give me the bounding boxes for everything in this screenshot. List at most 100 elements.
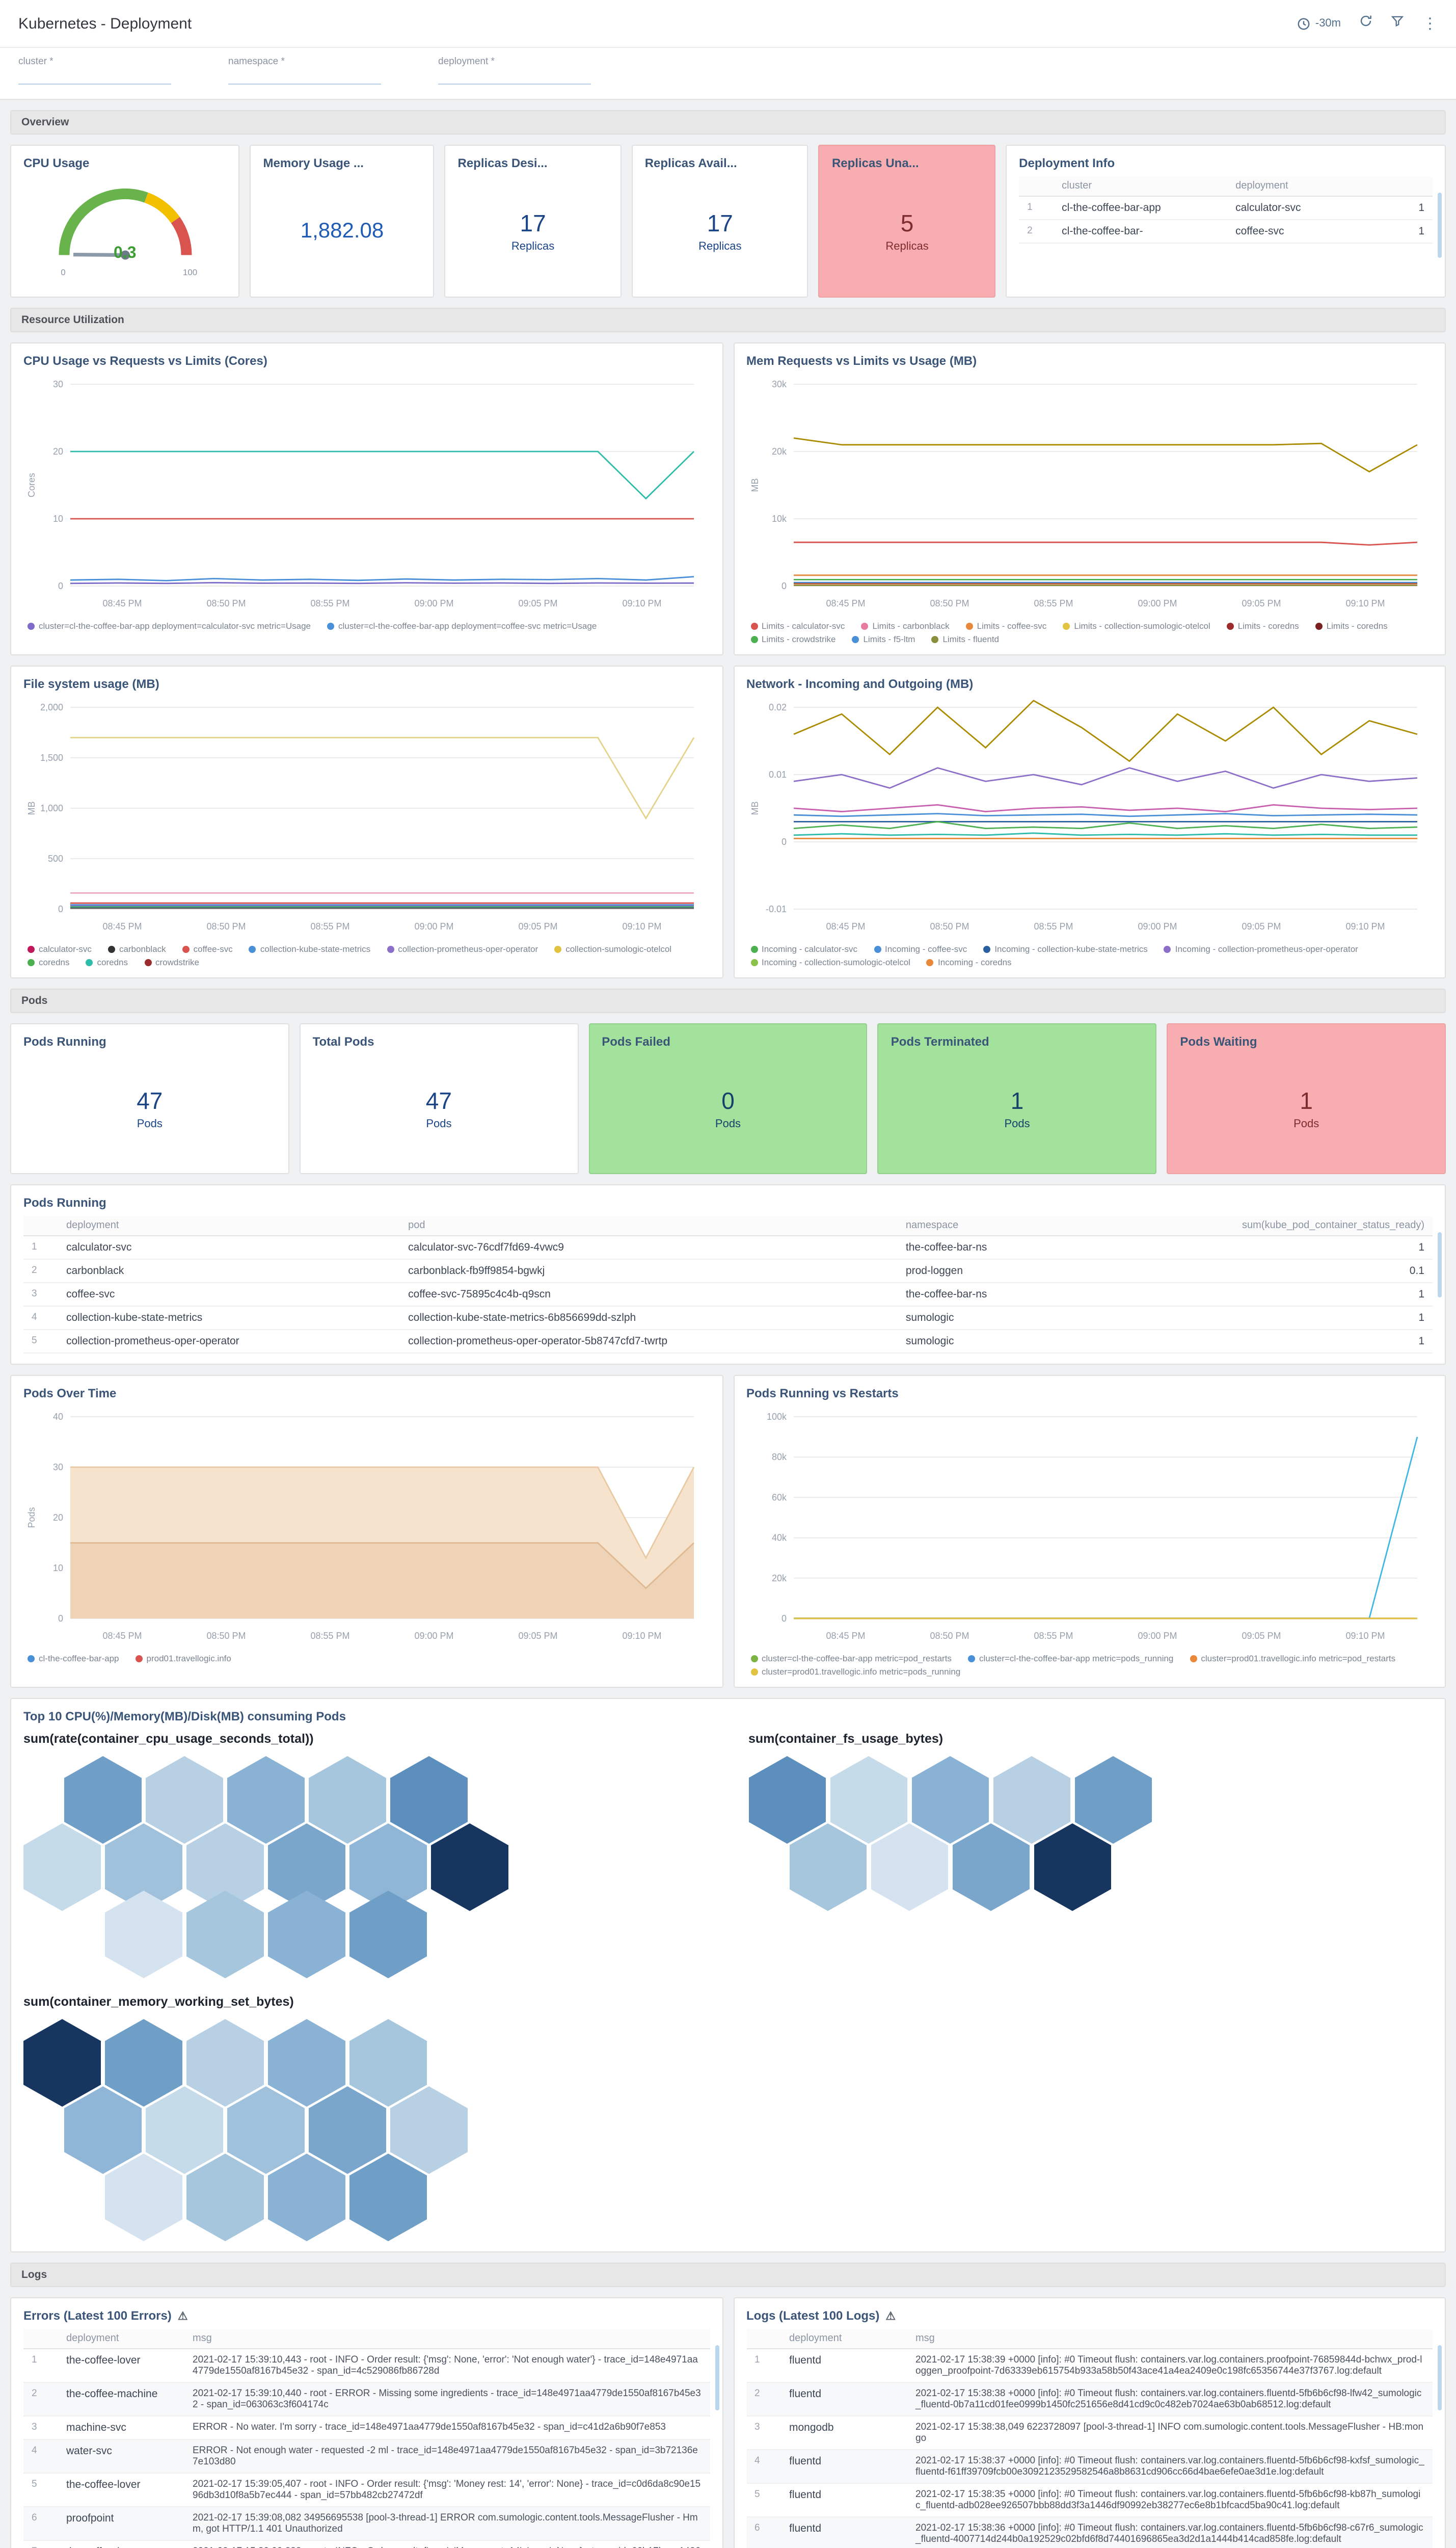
hexagon-cell[interactable] (268, 2154, 345, 2241)
hexagon-cell[interactable] (64, 1756, 142, 1844)
hexagon-cell[interactable] (186, 1891, 264, 1978)
table-row[interactable]: 3 machine-svc ERROR - No water. I'm sorry … (23, 2416, 710, 2440)
table-row[interactable]: 4 fluentd 2021-02-17 15:38:37 +0000 [info]… (746, 2450, 1433, 2484)
hexagon-cell[interactable] (268, 1891, 345, 1978)
legend-item[interactable]: Limits - f5-ltm (852, 634, 915, 644)
table-row[interactable]: 3 mongodb 2021-02-17 15:38:38,049 62237280… (746, 2416, 1433, 2450)
kebab-menu-icon[interactable]: ⋮ (1422, 15, 1438, 32)
scrollbar[interactable] (1438, 193, 1442, 258)
deployment-filter-input[interactable]: deployment * (438, 56, 591, 85)
hexagon-cell[interactable] (911, 1756, 989, 1844)
legend-item[interactable]: Limits - carbonblack (861, 621, 950, 631)
legend-item[interactable]: coffee-svc (182, 944, 233, 954)
hexagon-cell[interactable] (146, 1756, 223, 1844)
hexagon-cell[interactable] (105, 2154, 182, 2241)
cpu-gauge[interactable]: 0.3 0 100 (48, 178, 201, 277)
legend-item[interactable]: carbonblack (107, 944, 166, 954)
table-row[interactable]: 1 calculator-svc calculator-svc-76cdf7fd69… (23, 1236, 1433, 1260)
cpu-honeycomb[interactable] (23, 1756, 708, 1978)
pods-restarts-chart[interactable]: 0 20k 40k 60k 80k 100k 08:45 PM 08:50 PM 08:55 P… (746, 1406, 1433, 1647)
pods-running-table[interactable]: deployment pod namespace sum(kube_pod_conta… (23, 1216, 1433, 1353)
table-row[interactable]: 4 collection-kube-state-metrics collection… (23, 1306, 1433, 1330)
table-row[interactable]: 3 coffee-svc coffee-svc-75895c4c4b-q9scn th… (23, 1283, 1433, 1307)
network-line-chart[interactable]: -0.01 0 0.01 0.02 08:45 PM 08:50 PM 08:55 PM 09… (746, 697, 1433, 938)
table-row[interactable]: 2 the-coffee-machine 2021-02-17 15:39:10,4… (23, 2382, 710, 2417)
legend-item[interactable]: cluster=prod01.travellogic.info metric=p… (1190, 1653, 1395, 1663)
legend-item[interactable]: collection-prometheus-oper-operator (387, 944, 538, 954)
legend-item[interactable]: Incoming - calculator-svc (750, 944, 857, 954)
filesystem-line-chart[interactable]: 0 500 1,000 1,500 2,000 08:45 PM 08:50 PM 08:55… (23, 697, 710, 938)
legend-item[interactable]: crowdstrike (144, 957, 199, 967)
legend-item[interactable]: Incoming - coredns (926, 957, 1012, 967)
fs-honeycomb[interactable] (748, 1756, 1433, 1911)
hexagon-cell[interactable] (349, 1891, 427, 1978)
mem-line-chart[interactable]: 0 10k 20k 30k 08:45 PM 08:50 PM 08:55 PM 09:00 … (746, 374, 1433, 615)
table-row[interactable]: 6 fluentd 2021-02-17 15:38:36 +0000 [info]… (746, 2517, 1433, 2548)
legend-item[interactable]: Limits - calculator-svc (750, 621, 845, 631)
time-range-control[interactable]: -30m (1297, 17, 1341, 30)
hexagon-cell[interactable] (1034, 1823, 1111, 1911)
table-row[interactable]: 6 proofpoint 2021-02-17 15:39:08,082 34956… (23, 2507, 710, 2541)
table-row[interactable]: 1 fluentd 2021-02-17 15:38:39 +0000 [info]… (746, 2349, 1433, 2383)
legend-item[interactable]: Limits - collection-sumologic-otelcol (1063, 621, 1210, 631)
hexagon-cell[interactable] (349, 2154, 427, 2241)
hexagon-cell[interactable] (993, 1756, 1070, 1844)
cluster-filter-input[interactable]: cluster * (18, 56, 171, 85)
legend-item[interactable]: cl-the-coffee-bar-app (28, 1653, 119, 1663)
memory-honeycomb[interactable] (23, 2019, 708, 2241)
legend-item[interactable]: cluster=cl-the-coffee-bar-app metric=pod… (750, 1653, 952, 1663)
deployment-info-table[interactable]: cluster deployment 1 cl-the-coffee-bar-app c… (1019, 176, 1433, 244)
table-row[interactable]: 2 cl-the-coffee-bar-coffee-svc 1 (1019, 220, 1433, 244)
logs-table[interactable]: deployment msg 1 fluentd 2021-02-17 15:38:39… (746, 2329, 1433, 2548)
scrollbar[interactable] (1438, 2345, 1442, 2410)
table-row[interactable]: 4 water-svc ERROR - Not enough water - req… (23, 2439, 710, 2474)
hexagon-cell[interactable] (390, 1756, 468, 1844)
table-row[interactable]: 5 fluentd 2021-02-17 15:38:35 +0000 [info]… (746, 2483, 1433, 2517)
legend-item[interactable]: Limits - coffee-svc (965, 621, 1046, 631)
legend-item[interactable]: collection-sumologic-otelcol (554, 944, 671, 954)
table-row[interactable]: 1 the-coffee-lover 2021-02-17 15:39:10,443… (23, 2349, 710, 2383)
hexagon-cell[interactable] (431, 1823, 508, 1911)
table-row[interactable]: 1 cl-the-coffee-bar-app calculator-svc 1 (1019, 196, 1433, 220)
legend-item[interactable]: cluster=cl-the-coffee-bar-app deployment… (327, 621, 597, 631)
hexagon-cell[interactable] (830, 1756, 907, 1844)
pods-over-time-chart[interactable]: 0 10 20 30 40 08:45 PM 08:50 PM 08:55 PM 09:00 P… (23, 1406, 710, 1647)
table-row[interactable]: 5 collection-prometheus-oper-operator coll… (23, 1330, 1433, 1353)
legend-item[interactable]: cluster=prod01.travellogic.info metric=p… (750, 1666, 960, 1677)
scrollbar[interactable] (715, 2345, 719, 2410)
legend-item[interactable]: coredns (28, 957, 70, 967)
hexagon-cell[interactable] (789, 1823, 867, 1911)
legend-item[interactable]: Incoming - collection-kube-state-metrics (983, 944, 1148, 954)
legend-item[interactable]: cluster=cl-the-coffee-bar-app metric=pod… (967, 1653, 1173, 1663)
hexagon-cell[interactable] (186, 2154, 264, 2241)
legend-item[interactable]: Incoming - collection-prometheus-oper-op… (1164, 944, 1358, 954)
table-row[interactable]: 2 fluentd 2021-02-17 15:38:38 +0000 [info]… (746, 2382, 1433, 2417)
table-row[interactable]: 5 the-coffee-lover 2021-02-17 15:39:05,407… (23, 2473, 710, 2507)
scrollbar[interactable] (1438, 1232, 1442, 1297)
hexagon-cell[interactable] (23, 1823, 101, 1911)
legend-item[interactable]: Limits - coredns (1315, 621, 1388, 631)
legend-item[interactable]: Limits - crowdstrike (750, 634, 835, 644)
hexagon-cell[interactable] (952, 1823, 1030, 1911)
errors-table[interactable]: deployment msg 1 the-coffee-lover 2021-02-17… (23, 2329, 710, 2548)
legend-item[interactable]: Limits - coredns (1226, 621, 1299, 631)
legend-item[interactable]: Incoming - collection-sumologic-otelcol (750, 957, 910, 967)
filter-icon[interactable] (1391, 14, 1404, 33)
hexagon-cell[interactable] (227, 1756, 305, 1844)
legend-item[interactable]: prod01.travellogic.info (135, 1653, 231, 1663)
cpu-line-chart[interactable]: 0 10 20 30 08:45 PM 08:50 PM 08:55 PM 09:00 PM 0… (23, 374, 710, 615)
legend-item[interactable]: Incoming - coffee-svc (874, 944, 967, 954)
hexagon-cell[interactable] (105, 1891, 182, 1978)
hexagon-cell[interactable] (871, 1823, 948, 1911)
legend-item[interactable]: Limits - fluentd (931, 634, 999, 644)
refresh-icon[interactable] (1359, 14, 1372, 33)
hexagon-cell[interactable] (748, 1756, 826, 1844)
legend-item[interactable]: cluster=cl-the-coffee-bar-app deployment… (28, 621, 311, 631)
legend-item[interactable]: calculator-svc (28, 944, 92, 954)
hexagon-cell[interactable] (1074, 1756, 1152, 1844)
legend-item[interactable]: coredns (86, 957, 128, 967)
namespace-filter-input[interactable]: namespace * (228, 56, 381, 85)
legend-item[interactable]: collection-kube-state-metrics (249, 944, 370, 954)
hexagon-cell[interactable] (309, 1756, 386, 1844)
